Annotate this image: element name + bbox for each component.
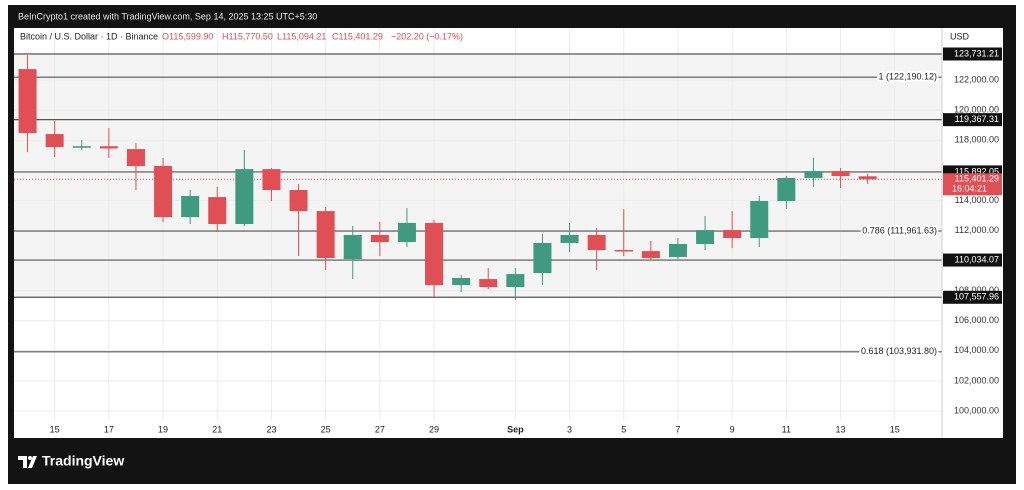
x-tick-label: 27 xyxy=(375,424,385,434)
x-tick-label: 23 xyxy=(266,424,276,434)
candle-body xyxy=(154,165,173,218)
y-tick-label: 104,000.00 xyxy=(954,345,999,355)
price-line-label: 119,367.31 xyxy=(955,114,999,124)
y-tick-label: 108,000.00 xyxy=(954,285,999,295)
candle-body xyxy=(506,274,525,288)
price-line-label: 107,557.96 xyxy=(954,292,999,302)
x-tick-label: 11 xyxy=(782,424,791,434)
price-box xyxy=(943,290,1002,304)
candle-body xyxy=(723,230,742,238)
y-tick-label: 114,000.00 xyxy=(955,195,999,205)
price-line-label: 115,892.05 xyxy=(955,166,999,176)
candle-body xyxy=(560,234,579,243)
x-tick-label: 19 xyxy=(158,424,168,434)
x-tick-label: 29 xyxy=(429,424,439,434)
candle-body xyxy=(533,242,552,274)
x-tick-label: 5 xyxy=(621,424,626,434)
countdown: 16:04:21 xyxy=(952,184,987,194)
chart-title: Bitcoin / U.S. Dollar · 1D · Binance xyxy=(20,31,158,41)
x-tick-label: 15 xyxy=(50,424,60,434)
ohlc-legend: L115,094.21 xyxy=(277,31,326,41)
ohlc-legend: −202.20 (−0.17%) xyxy=(391,31,463,41)
price-box xyxy=(943,113,1002,127)
ohlc-legend: C115,401.29 xyxy=(332,31,383,41)
candle-body xyxy=(370,234,389,243)
candle-body xyxy=(343,234,362,260)
candle-body xyxy=(668,244,687,257)
candle-body xyxy=(858,176,877,180)
plot: 1 (122,190.12) 0.786 (111,961.63) 0.618 (1… xyxy=(14,28,942,420)
candle-body xyxy=(750,200,769,238)
candle-body xyxy=(289,190,308,212)
y-axis-label: USD xyxy=(950,31,970,41)
y-tick-label: 100,000.00 xyxy=(954,405,999,415)
candle-body xyxy=(316,211,335,258)
x-tick-label: 13 xyxy=(836,424,846,434)
x-tick-label: 7 xyxy=(675,424,680,434)
candle-body xyxy=(72,146,91,148)
fib-label: 0.618 (103,931.80) xyxy=(861,346,937,356)
candle-body xyxy=(18,69,37,133)
candle-body xyxy=(126,149,145,167)
candle-body xyxy=(99,146,118,149)
candle-body xyxy=(181,196,200,218)
ohlc-legend: H115,770.50 xyxy=(222,31,273,41)
price-line-label: 123,731.21 xyxy=(954,48,999,58)
candle-body xyxy=(804,171,823,178)
logo-mark xyxy=(18,456,37,468)
candle-body xyxy=(831,171,850,177)
y-tick-label: 102,000.00 xyxy=(954,375,999,385)
y-tick-label: 112,000.00 xyxy=(955,225,999,235)
y-tick-label: 106,000.00 xyxy=(954,315,999,325)
candle-body xyxy=(45,134,64,147)
y-tick-label: 118,000.00 xyxy=(955,135,999,145)
x-tick-label: 25 xyxy=(321,424,331,434)
candle-body xyxy=(479,279,498,288)
price-line-label: 110,034.07 xyxy=(955,254,999,264)
candle-body xyxy=(641,251,660,258)
candle-body xyxy=(208,197,227,224)
x-tick-label: 21 xyxy=(212,424,222,434)
price-box xyxy=(943,253,1002,267)
logo xyxy=(18,456,37,468)
candle-body xyxy=(777,177,796,201)
price-box xyxy=(943,47,1002,61)
candle-body xyxy=(696,230,715,245)
candle-body xyxy=(397,222,416,243)
x-tick-label: Sep xyxy=(507,424,524,434)
current-price-box xyxy=(943,173,1002,196)
x-tick-label: 15 xyxy=(890,424,900,434)
fib-label: 1 (122,190.12) xyxy=(878,72,937,82)
attribution: BeInCrypto1 created with TradingView.com… xyxy=(18,11,317,21)
current-price-label: 115,401.29 xyxy=(955,174,999,184)
y-tick-label: 120,000.00 xyxy=(954,105,999,115)
candle-body xyxy=(425,222,444,286)
x-tick-label: 9 xyxy=(730,424,735,434)
logo-dot xyxy=(28,456,32,460)
ohlc-legend: O115,599.90 xyxy=(162,31,213,41)
x-tick-label: 3 xyxy=(567,424,572,434)
brand: TradingView xyxy=(42,453,124,469)
y-tick-label: 122,000.00 xyxy=(954,74,999,84)
x-tick-label: 17 xyxy=(104,424,114,434)
candle-body xyxy=(587,234,606,251)
fib-label: 0.786 (111,961.63) xyxy=(862,225,937,235)
candle-body xyxy=(452,278,471,286)
candle-body xyxy=(262,169,281,191)
candle-body xyxy=(235,169,254,224)
candle-body xyxy=(614,250,633,252)
